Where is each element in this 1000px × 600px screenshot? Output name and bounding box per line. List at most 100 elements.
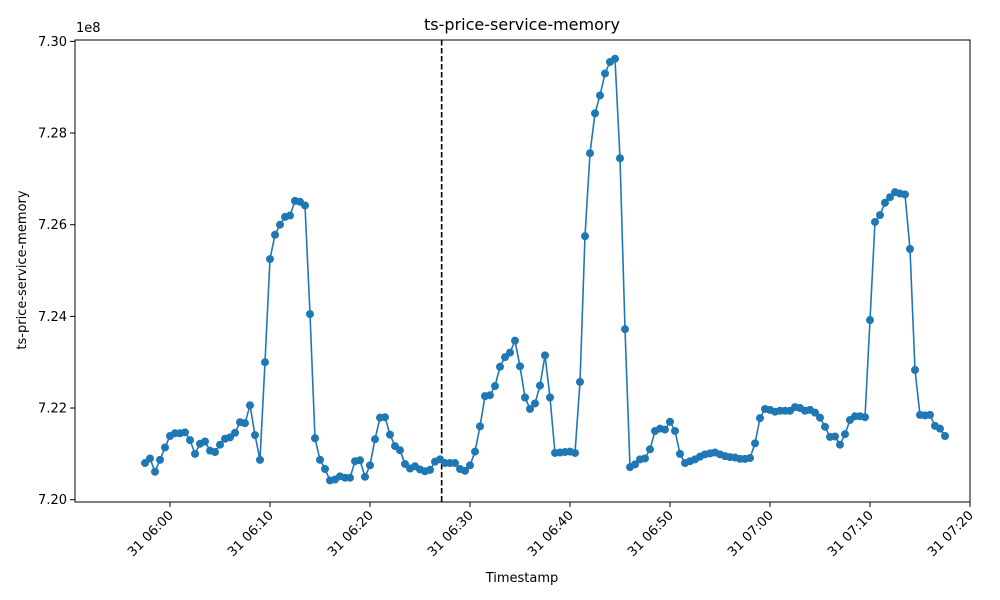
data-point [461,466,469,475]
data-point [871,217,879,226]
x-tick-label: 31 06:00 [125,508,177,560]
data-point [256,455,264,464]
data-point [476,422,484,431]
data-point [516,362,524,371]
data-point [181,428,189,437]
data-point [876,211,884,220]
data-point [596,91,604,100]
data-point [241,419,249,428]
y-tick-label: 7.26 [38,218,67,233]
plot-frame [74,39,971,503]
data-point [901,190,909,199]
data-point [201,437,209,446]
data-point [751,439,759,448]
data-point [661,425,669,434]
data-point [451,459,459,468]
data-point [306,310,314,319]
data-point [836,440,844,449]
data-point [486,391,494,400]
data-point [396,446,404,455]
chart-title: ts-price-service-memory [424,15,620,34]
data-point [346,473,354,482]
x-tick-label: 31 07:20 [925,508,977,560]
data-point [371,435,379,444]
data-point [816,413,824,422]
data-point [531,399,539,408]
data-point [936,424,944,433]
x-axis-title: Timestamp [485,571,559,586]
data-point [216,440,224,449]
data-point [261,358,269,367]
data-point [386,430,394,439]
data-point [886,193,894,202]
data-point [591,109,599,118]
data-point [191,449,199,458]
x-tick-label: 31 06:50 [625,508,677,560]
data-point [906,245,914,253]
x-tick-label: 31 06:40 [525,508,577,560]
data-point [186,436,194,445]
data-point [321,465,329,473]
series-line [144,57,946,482]
data-point [621,325,629,334]
data-point [616,154,624,163]
data-point [646,445,654,454]
data-point [571,448,579,457]
data-point [286,211,294,220]
y-tick-label: 7.20 [38,493,67,508]
data-point [676,449,684,458]
data-point [276,220,284,229]
data-point [471,447,479,456]
data-point [881,198,889,207]
x-tick-label: 31 06:20 [325,508,377,560]
data-point [526,404,534,413]
y-axis-title: ts-price-service-memory [15,190,30,349]
data-point [511,336,519,345]
data-point [361,472,369,481]
y-axis: 7.20 7.22 7.24 7.26 7.28 7.30 [38,35,75,508]
data-point [631,460,639,469]
y-tick-label: 7.24 [38,310,67,325]
x-tick-label: 31 06:30 [425,508,477,560]
data-point [811,408,819,417]
data-point [581,232,589,241]
data-point [211,448,219,457]
x-tick-label: 31 06:10 [225,508,277,560]
data-point [546,393,554,402]
x-tick-label: 31 07:10 [825,508,877,560]
data-point [366,461,374,470]
data-point [156,455,164,464]
data-point [611,54,619,63]
data-point [466,461,474,470]
data-point [311,434,319,443]
data-point [641,454,649,463]
data-point [866,316,874,325]
data-point [821,422,829,431]
data-point [426,465,434,474]
data-point [926,410,934,419]
data-point [301,201,309,210]
data-point [941,432,949,440]
data-point [536,381,544,390]
data-point [231,428,239,437]
data-point [356,456,364,465]
data-point [161,443,169,452]
data-point [381,413,389,422]
data-point [831,432,839,441]
data-point [601,69,609,78]
y-tick-label: 7.22 [38,402,67,417]
data-point [746,454,754,462]
data-point [266,255,274,264]
y-tick-label: 7.28 [38,127,67,142]
data-point [496,362,504,371]
series [141,54,949,485]
data-point [586,149,594,158]
data-point [911,366,919,374]
x-tick-label: 31 07:00 [725,508,777,560]
data-point [506,348,514,357]
data-point [756,414,764,423]
y-tick-label: 7.30 [38,35,67,50]
data-point [666,417,674,426]
